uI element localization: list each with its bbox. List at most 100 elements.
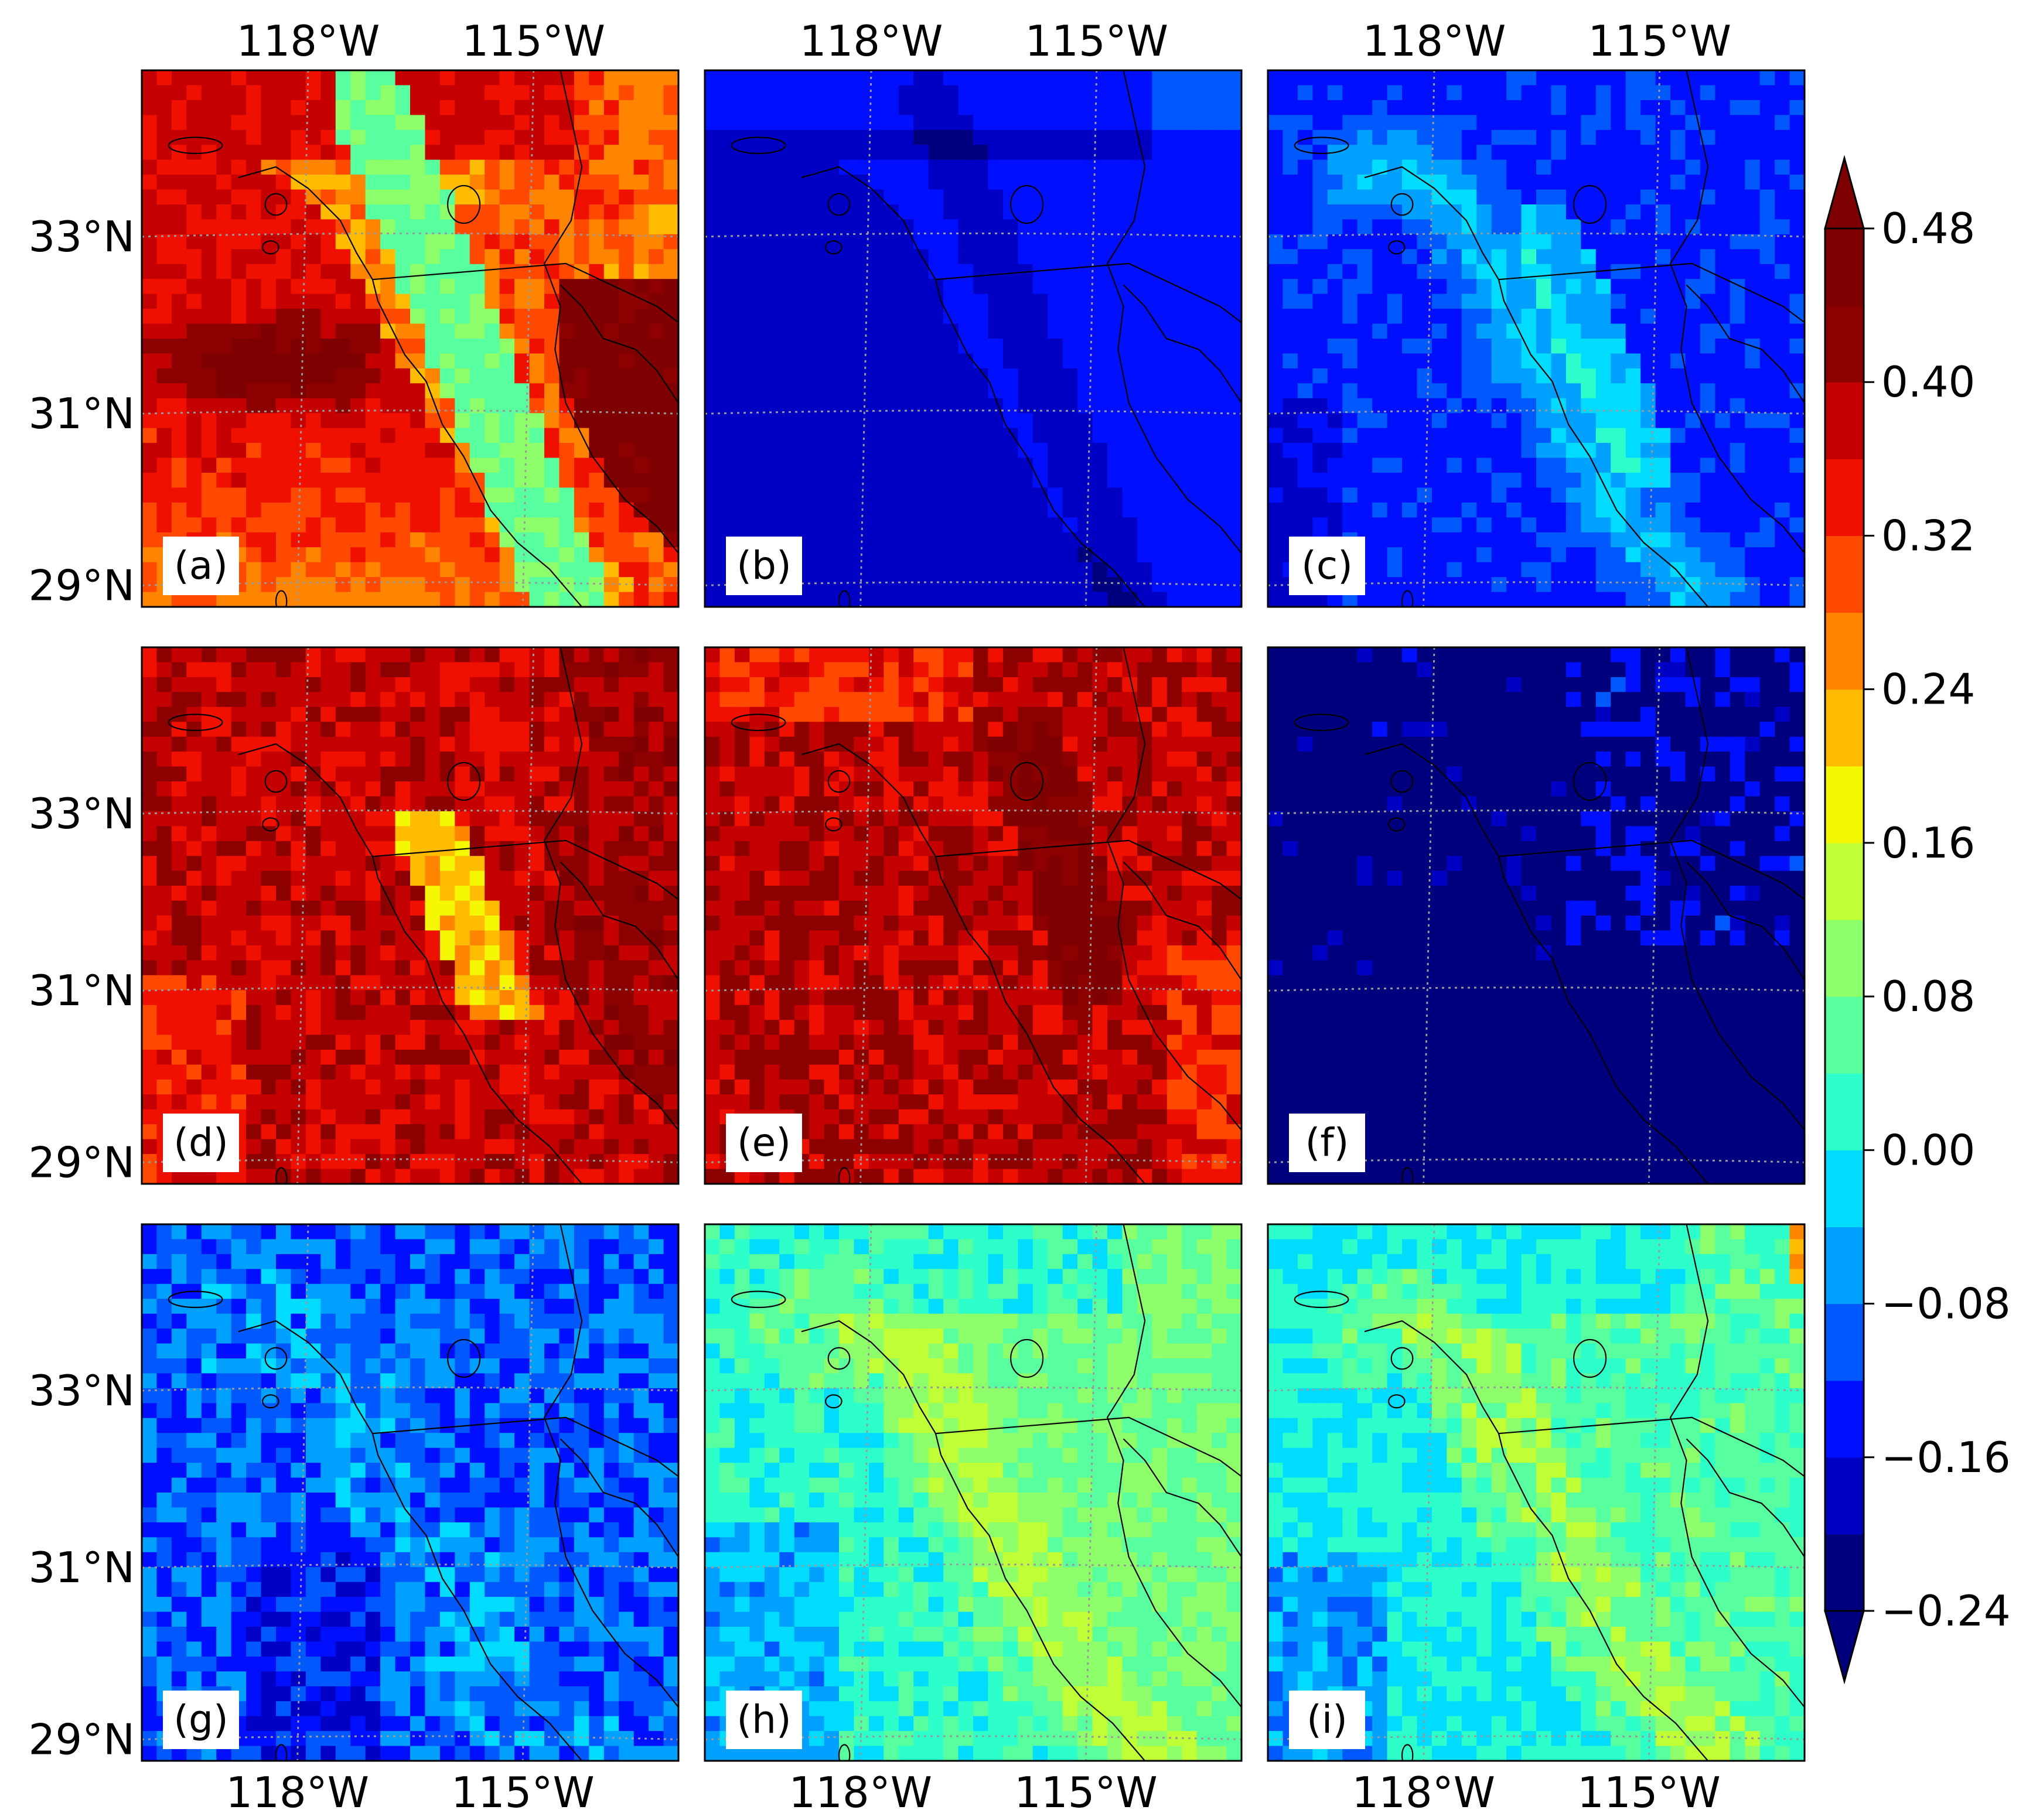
lat-label: 33°N bbox=[29, 789, 135, 838]
gulf-east-shore bbox=[1686, 1438, 1805, 1558]
colorbar-segment bbox=[1825, 382, 1864, 459]
island-outline bbox=[1388, 1394, 1406, 1409]
island-outline bbox=[838, 1167, 851, 1184]
parallel-line bbox=[705, 232, 1242, 238]
parallel-line bbox=[142, 809, 678, 815]
parallel-line bbox=[1268, 1386, 1805, 1392]
panel-label: (i) bbox=[1307, 1697, 1348, 1742]
panel-frame bbox=[1267, 646, 1806, 1185]
island-outline bbox=[1390, 770, 1414, 793]
coastline bbox=[801, 166, 1145, 607]
parallel-line bbox=[142, 232, 678, 238]
island-outline bbox=[731, 713, 786, 732]
field-i bbox=[1268, 1224, 1805, 1761]
map-panel-h: (h) bbox=[704, 1223, 1243, 1762]
island-outline bbox=[262, 1394, 279, 1409]
colorbar-tick-label: −0.08 bbox=[1881, 1279, 2011, 1329]
lat-label: 29°N bbox=[29, 1138, 135, 1187]
colorbar-segment bbox=[1825, 1534, 1864, 1611]
panel-frame bbox=[141, 646, 680, 1185]
panel-label-box bbox=[163, 1691, 239, 1749]
coastline bbox=[1364, 743, 1708, 1184]
colorbar-tick-label: 0.08 bbox=[1881, 972, 1975, 1021]
field-a bbox=[142, 70, 678, 607]
lat-label: 29°N bbox=[29, 561, 135, 610]
island-outline bbox=[264, 770, 288, 793]
field-d bbox=[142, 647, 678, 1184]
island-outline bbox=[168, 1290, 223, 1309]
island-outline bbox=[1294, 1290, 1349, 1309]
map-panel-e: (e) bbox=[704, 646, 1243, 1185]
colorbar-segment bbox=[1825, 920, 1864, 997]
colorbar-segment bbox=[1825, 612, 1864, 690]
lon-label-bottom: 115°W bbox=[451, 1768, 595, 1817]
parallel-line bbox=[705, 809, 1242, 815]
colorbar-tick-label: 0.32 bbox=[1881, 511, 1975, 560]
border-line bbox=[1498, 839, 1805, 900]
parallel-line bbox=[705, 986, 1242, 992]
island-outline bbox=[168, 713, 223, 732]
lon-label-top: 118°W bbox=[1363, 16, 1506, 66]
lon-label-top: 118°W bbox=[237, 16, 380, 66]
island-outline bbox=[1390, 1347, 1414, 1370]
colorbar: 0.48 0.40 0.32 0.24 0.16 0.08 0.00 −0.08 −0.16 −0… bbox=[1824, 155, 2011, 1685]
field-e bbox=[705, 647, 1242, 1184]
island-outline bbox=[1294, 713, 1349, 732]
map-panel-c: (c) bbox=[1267, 69, 1806, 608]
panel-label-box bbox=[1289, 1114, 1365, 1172]
panel-label: (d) bbox=[173, 1120, 228, 1165]
coastline bbox=[801, 743, 1145, 1184]
gulf-shoreline bbox=[1669, 647, 1805, 1131]
panel-label-box bbox=[1289, 537, 1365, 595]
colorbar-segment bbox=[1825, 1380, 1864, 1458]
island-outline bbox=[168, 136, 223, 155]
colorbar-segment bbox=[1825, 228, 1864, 306]
colorbar-segment bbox=[1825, 1150, 1864, 1228]
colorbar-segment bbox=[1825, 305, 1864, 383]
island-outline bbox=[838, 1744, 851, 1761]
map-panel-i: (i) bbox=[1267, 1223, 1806, 1762]
panel-label: (f) bbox=[1305, 1120, 1349, 1165]
lon-label-bottom: 115°W bbox=[1014, 1768, 1158, 1817]
gulf-east-shore bbox=[1686, 284, 1805, 404]
panel-frame bbox=[141, 1223, 680, 1762]
lat-label: 31°N bbox=[29, 966, 135, 1015]
island-outline bbox=[838, 590, 851, 607]
parallel-line bbox=[1268, 809, 1805, 815]
colorbar-segment bbox=[1825, 535, 1864, 613]
colorbar-segment bbox=[1825, 766, 1864, 844]
parallel-line bbox=[1268, 986, 1805, 992]
gulf-shoreline bbox=[1669, 70, 1805, 554]
panel-label: (h) bbox=[736, 1697, 791, 1742]
panel-label-box bbox=[726, 1691, 802, 1749]
gulf-east-shore bbox=[1123, 284, 1242, 404]
gulf-shoreline bbox=[543, 647, 678, 1131]
colorbar-tick-label: 0.24 bbox=[1881, 665, 1975, 714]
map-panel-d: (d) bbox=[141, 646, 680, 1185]
border-line bbox=[935, 1416, 1242, 1477]
colorbar-segment bbox=[1825, 1073, 1864, 1150]
island-outline bbox=[1401, 1167, 1414, 1184]
border-line bbox=[935, 839, 1242, 900]
colorbar-frame bbox=[1824, 227, 1865, 1612]
island-outline bbox=[1010, 185, 1044, 224]
colorbar-tick-label: 0.00 bbox=[1881, 1125, 1975, 1174]
colorbar-segment bbox=[1825, 842, 1864, 920]
parallel-line bbox=[705, 1386, 1242, 1392]
gulf-shoreline bbox=[1106, 1224, 1242, 1708]
field-h bbox=[705, 1224, 1242, 1761]
gulf-east-shore bbox=[560, 1438, 678, 1558]
panel-label: (b) bbox=[736, 543, 791, 588]
island-outline bbox=[1388, 240, 1406, 255]
colorbar-tick-label: 0.48 bbox=[1881, 204, 1975, 253]
island-outline bbox=[264, 1347, 288, 1370]
gulf-shoreline bbox=[1106, 70, 1242, 554]
panel-label-box bbox=[163, 537, 239, 595]
lon-label-top: 115°W bbox=[462, 16, 605, 66]
lon-label-top: 115°W bbox=[1025, 16, 1168, 66]
gulf-shoreline bbox=[1669, 1224, 1805, 1708]
gulf-shoreline bbox=[543, 70, 678, 554]
colorbar-segment bbox=[1825, 689, 1864, 767]
colorbar-segment bbox=[1825, 1457, 1864, 1535]
field-f bbox=[1268, 647, 1805, 1184]
